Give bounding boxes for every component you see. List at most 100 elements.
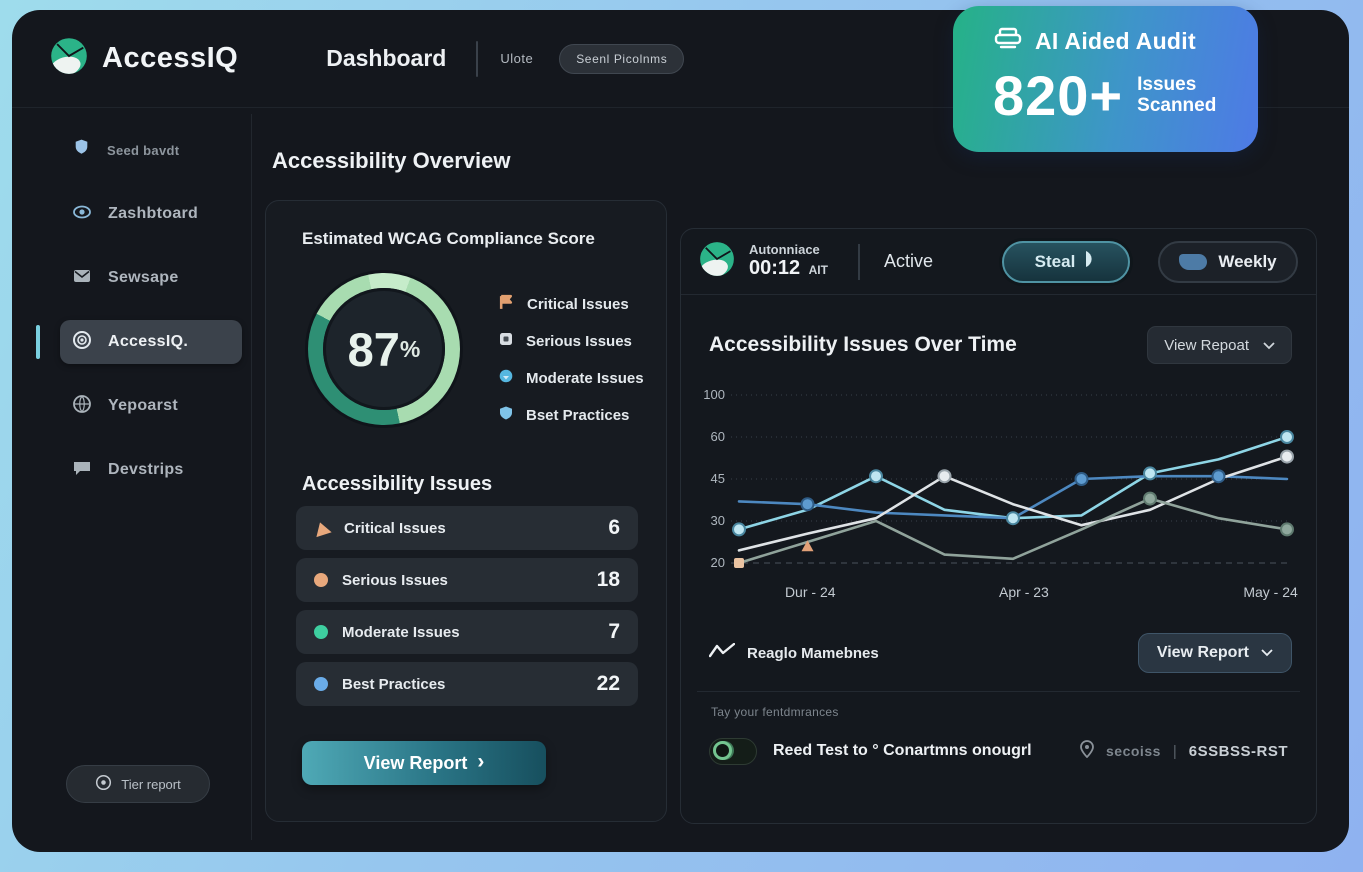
sidebar-item-audit[interactable]: Seed bavdt — [60, 128, 242, 172]
nav-dashboard[interactable]: Dashboard — [326, 45, 447, 71]
map-pin-icon — [1080, 739, 1094, 763]
chart-view-report-button[interactable]: View Report — [1137, 633, 1292, 673]
weekly-toggle-button[interactable]: Weekly — [1158, 240, 1298, 283]
panel-divider — [697, 691, 1300, 692]
chart-footer: Reaglo Mamebnes View Report — [708, 631, 1292, 675]
chevron-down-icon — [1263, 337, 1275, 354]
percent-sign: % — [399, 335, 421, 362]
chart-header: Accessibility Issues Over Time View Repo… — [709, 325, 1292, 365]
shield-icon — [72, 138, 91, 162]
best-dot-icon — [314, 677, 328, 691]
scan-button[interactable]: Seenl Picolnms — [559, 43, 685, 74]
weekly-toggle-icon — [1179, 253, 1208, 270]
issues-scanned-caption: Issues Scanned — [1137, 73, 1217, 116]
wcag-title: Estimated WCAG Compliance Score — [302, 229, 595, 248]
sidebar-item-dashboard[interactable]: Zashbtoard — [60, 192, 242, 236]
svg-text:20: 20 — [711, 555, 725, 570]
scanner-icon — [993, 26, 1023, 57]
issues-over-time-chart: 100 60 45 30 20 Dur - 24 Apr - 23 May - 24 — [691, 379, 1307, 619]
chevron-down-icon — [1261, 644, 1273, 662]
compliance-donut: 87 % — [308, 273, 460, 425]
issue-row-critical[interactable]: Critical Issues 6 — [296, 506, 638, 550]
svg-text:30: 30 — [711, 513, 725, 528]
brand-logo-icon — [50, 37, 88, 80]
legend-item-critical: Critical Issues — [498, 293, 644, 316]
issue-row-moderate[interactable]: Moderate Issues 7 — [296, 610, 638, 654]
steal-toggle-button[interactable]: Steal — [1002, 240, 1130, 283]
svg-text:45: 45 — [711, 471, 725, 486]
legend-item-serious: Serious Issues — [498, 330, 644, 353]
dashboard-icon — [72, 202, 92, 227]
monitor-timer: Autonniace 00:12 AIT — [749, 241, 828, 280]
shield-small-icon — [498, 405, 514, 426]
monitor-logo-icon — [699, 241, 735, 282]
legend-item-moderate: Moderate Issues — [498, 367, 644, 390]
monitor-header: Autonniace 00:12 AIT Active Steal — [681, 229, 1316, 295]
critical-triangle-icon — [312, 519, 332, 537]
issue-row-serious[interactable]: Serious Issues 18 — [296, 558, 638, 602]
view-report-button[interactable]: View Report › — [302, 741, 546, 785]
sidebar-item-devstrips[interactable]: Devstrips — [60, 448, 242, 492]
sidebar-item-messages[interactable]: Sewsape — [60, 256, 242, 300]
audit-card-title: AI Aided Audit — [1035, 28, 1196, 54]
brand-name: AccessIQ — [102, 42, 239, 74]
user-label[interactable]: Ulote — [500, 51, 534, 66]
code-label: 6SSBSS-RST — [1188, 742, 1288, 760]
legend-item-best: Bset Practices — [498, 404, 644, 427]
chart-title: Accessibility Issues Over Time — [709, 333, 1017, 356]
svg-text:60: 60 — [711, 429, 725, 444]
svg-text:Apr - 23: Apr - 23 — [999, 584, 1049, 600]
flag-icon — [498, 294, 515, 316]
issues-list-title: Accessibility Issues — [302, 473, 493, 495]
page-title: Accessibility Overview — [272, 148, 511, 173]
trend-line-icon — [708, 642, 736, 664]
audit-card-header: AI Aided Audit — [993, 26, 1232, 57]
topbar: AccessIQ Dashboard Ulote Seenl Picolnms — [12, 10, 1349, 108]
target-dot-icon — [95, 774, 112, 794]
square-icon — [498, 331, 514, 352]
svg-text:100: 100 — [703, 387, 725, 402]
sidebar-item-accessiq[interactable]: AccessIQ. — [36, 320, 242, 364]
ai-audit-card: AI Aided Audit 820+ Issues Scanned — [953, 6, 1258, 152]
sidebar-footer-button[interactable]: Tier report — [66, 765, 210, 803]
target-icon — [72, 330, 92, 355]
svg-text:May - 24: May - 24 — [1243, 584, 1298, 600]
status-label: Active — [883, 251, 933, 271]
comments-icon — [72, 458, 92, 483]
right-panel: Autonniace 00:12 AIT Active Steal — [680, 228, 1317, 824]
chevron-right-icon: › — [477, 750, 485, 773]
compliance-score: 87 — [347, 322, 400, 376]
serious-dot-icon — [314, 573, 328, 587]
read-test-toggle[interactable] — [709, 737, 757, 765]
wcag-card: Estimated WCAG Compliance Score 87 % Cri… — [265, 200, 667, 822]
reports-icon — [72, 394, 92, 419]
toggle-knob — [713, 740, 732, 760]
monitor-divider — [857, 243, 860, 280]
location-group: secoiss | 6SSBSS-RST — [1080, 739, 1288, 763]
serious-count: 18 — [596, 568, 620, 591]
donut-center: 87 % — [323, 288, 445, 410]
chart-legend-label: Reaglo Mamebnes — [747, 644, 879, 662]
wcag-legend: Critical Issues Serious Issues Moderate … — [498, 293, 644, 427]
read-test-label: Reed Test to ° Conartmns onougrl — [773, 742, 1032, 759]
svg-text:Dur - 24: Dur - 24 — [785, 584, 836, 600]
topbar-divider — [476, 40, 479, 77]
messages-icon — [72, 266, 92, 291]
circle-icon — [498, 368, 514, 389]
location-label: secoiss — [1106, 743, 1161, 759]
issues-scanned-count: 820+ — [993, 64, 1124, 127]
critical-count: 6 — [608, 516, 620, 539]
moderate-count: 7 — [608, 620, 620, 643]
audit-card-body: 820+ Issues Scanned — [993, 63, 1232, 128]
moderate-dot-icon — [314, 625, 328, 639]
sidebar-item-reports[interactable]: Yepoarst — [60, 384, 242, 428]
panel-hint: Tay your fentdmrances — [711, 705, 839, 719]
brand: AccessIQ — [50, 37, 238, 80]
issue-row-best[interactable]: Best Practices 22 — [296, 662, 638, 706]
panel-footer: Reed Test to ° Conartmns onougrl secoiss… — [709, 731, 1288, 771]
best-count: 22 — [596, 672, 620, 695]
sidebar: Seed bavdt Zashbtoard Sewsape AccessIQ — [36, 114, 252, 840]
chart-dropdown[interactable]: View Repoat — [1147, 326, 1292, 364]
half-moon-icon — [1084, 250, 1097, 273]
